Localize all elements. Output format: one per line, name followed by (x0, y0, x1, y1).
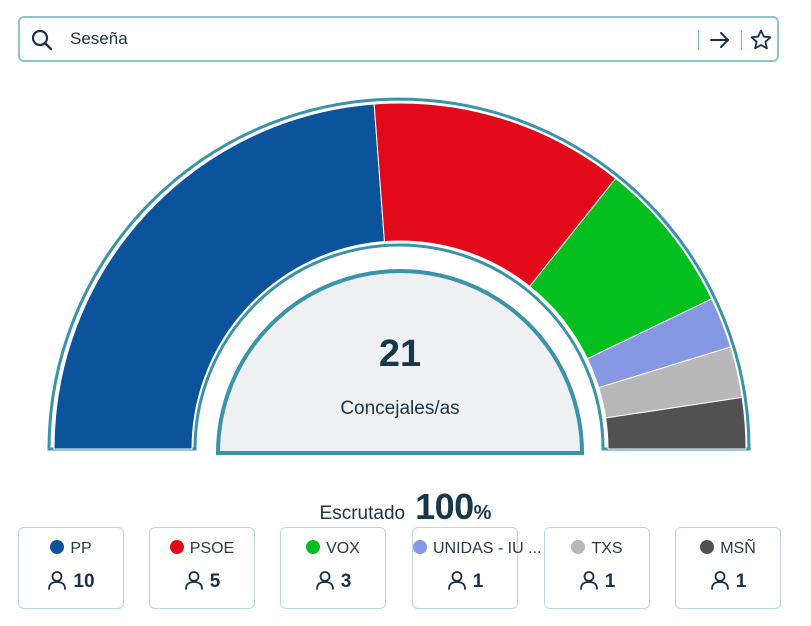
party-card-psoe[interactable]: PSOE 5 (149, 527, 255, 609)
divider (741, 30, 742, 50)
party-name: PP (70, 540, 92, 557)
chart-center-panel (215, 269, 585, 455)
party-seats: 3 (340, 571, 352, 592)
party-seats: 5 (209, 571, 221, 592)
person-icon (48, 571, 67, 590)
party-name: VOX (326, 540, 360, 557)
party-name: MSÑ (720, 540, 756, 557)
star-icon[interactable] (749, 28, 773, 52)
search-bar (18, 16, 779, 62)
person-icon (710, 571, 729, 590)
divider (698, 30, 699, 50)
scrutiny-unit: % (473, 502, 492, 524)
scrutiny-status: Escrutado 100% (0, 486, 811, 528)
party-name: UNIDAS - IU ... (433, 540, 542, 557)
seat-distribution-chart: 21 Concejales/as (47, 97, 751, 455)
arrow-right-icon[interactable] (708, 28, 732, 52)
search-icon[interactable] (30, 28, 54, 52)
party-seats: 1 (472, 571, 484, 592)
total-seats-value: 21 (379, 333, 421, 375)
party-color-dot (50, 540, 65, 554)
scrutiny-value: 100 (415, 486, 474, 527)
party-color-dot (413, 540, 427, 554)
total-seats-label: Concejales/as (340, 398, 459, 419)
party-card-msn[interactable]: MSÑ 1 (675, 527, 781, 609)
party-color-dot (700, 540, 715, 554)
search-input[interactable] (70, 27, 670, 51)
seat-segment-msñ[interactable] (605, 396, 747, 450)
party-color-dot (306, 540, 321, 554)
scrutiny-label: Escrutado (319, 503, 406, 524)
party-card-vox[interactable]: VOX 3 (280, 527, 386, 609)
seat-segment-pp[interactable] (53, 103, 385, 450)
party-seats: 1 (735, 571, 747, 592)
party-seats: 10 (73, 571, 95, 592)
person-icon (447, 571, 466, 590)
person-icon (315, 571, 334, 590)
party-name: PSOE (189, 540, 235, 557)
party-card-txs[interactable]: TXS 1 (544, 527, 650, 609)
party-card-pp[interactable]: PP 10 (18, 527, 124, 609)
chart-segments (53, 102, 747, 450)
party-color-dot (571, 540, 586, 554)
person-icon (579, 571, 598, 590)
party-cards: PP 10 PSOE 5 VOX 3 UNIDAS - IU ... 1 TXS… (18, 527, 782, 609)
person-icon (184, 571, 203, 590)
party-seats: 1 (604, 571, 616, 592)
party-card-unidas-iu[interactable]: UNIDAS - IU ... 1 (412, 527, 541, 609)
chart-outer-border (47, 97, 751, 451)
party-name: TXS (591, 540, 623, 557)
party-color-dot (169, 540, 184, 554)
